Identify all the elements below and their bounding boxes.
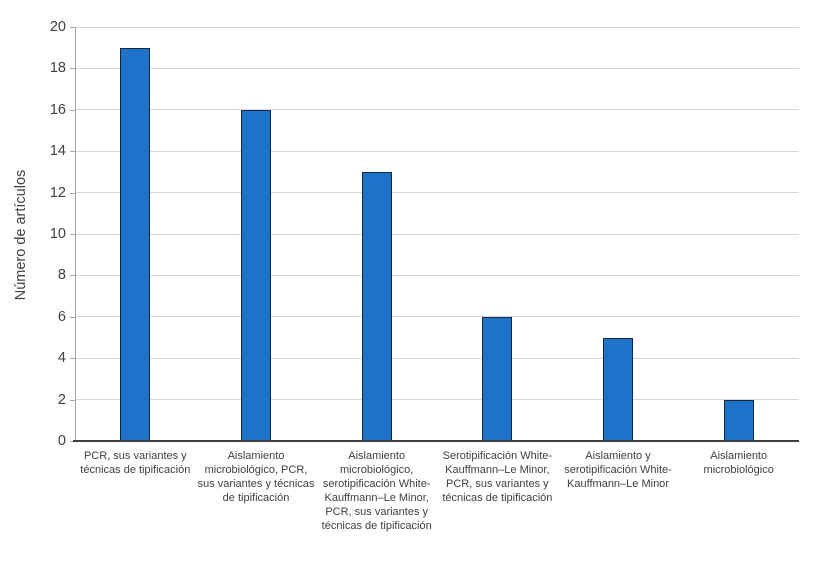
y-tick-label: 10 (49, 226, 66, 242)
gridline (75, 274, 799, 276)
y-tick-mark (70, 27, 75, 28)
y-tick-mark (70, 151, 75, 153)
x-category-label: Aislamiento microbiológico, serotipifica… (321, 450, 432, 533)
y-tick-mark (70, 441, 75, 442)
x-label-cell: Aislamiento y serotipificación White-Kau… (558, 449, 679, 533)
y-tick-mark (70, 109, 75, 111)
y-tick-mark (70, 68, 75, 70)
x-label-cell: Serotipificación White-Kauffmann–Le Mino… (437, 449, 558, 533)
x-category-label: Aislamiento microbiológico (703, 450, 774, 477)
gridline (75, 26, 799, 28)
x-category-label: PCR, sus variantes y técnicas de tipific… (80, 450, 191, 477)
bar (603, 337, 633, 441)
x-category-label: Aislamiento microbiológico, PCR, sus var… (197, 450, 315, 505)
x-axis-labels: PCR, sus variantes y técnicas de tipific… (75, 449, 799, 533)
bar (482, 316, 513, 441)
y-tick-label: 2 (57, 391, 66, 408)
y-tick-mark (70, 316, 75, 318)
gridline (75, 357, 799, 359)
x-label-cell: Aislamiento microbiológico, PCR, sus var… (196, 449, 317, 533)
x-axis-line (73, 440, 799, 442)
y-tick-label: 14 (49, 143, 66, 160)
y-tick-mark (70, 192, 75, 194)
y-tick-mark (70, 358, 75, 360)
bar (241, 109, 271, 441)
y-tick-label: 6 (57, 308, 66, 325)
gridline (75, 150, 799, 152)
plot-area (73, 26, 799, 442)
y-tick-mark (70, 234, 75, 235)
y-tick-mark (70, 399, 75, 401)
y-tick-label: 16 (49, 101, 66, 118)
y-tick-mark (70, 275, 75, 277)
y-tick-label: 0 (57, 433, 66, 449)
x-category-label: Serotipificación White-Kauffmann–Le Mino… (442, 450, 553, 505)
gridline (75, 109, 799, 111)
gridline (75, 316, 799, 318)
x-label-cell: PCR, sus variantes y técnicas de tipific… (75, 449, 196, 533)
y-axis-line (75, 27, 76, 441)
bar (723, 399, 754, 441)
bar (120, 47, 151, 441)
y-tick-label: 8 (57, 267, 66, 284)
x-category-label: Aislamiento y serotipificación White-Kau… (564, 450, 672, 491)
x-label-cell: Aislamiento microbiológico, serotipifica… (316, 449, 437, 533)
bar (361, 171, 392, 441)
y-tick-label: 20 (49, 19, 66, 35)
y-tick-label: 4 (57, 350, 66, 367)
y-tick-label: 18 (49, 60, 66, 77)
x-label-cell: Aislamiento microbiológico (678, 449, 799, 533)
gridline (75, 67, 799, 69)
y-tick-label: 12 (49, 184, 66, 201)
gridline (75, 192, 799, 194)
gridline (75, 399, 799, 401)
gridline (75, 233, 799, 235)
